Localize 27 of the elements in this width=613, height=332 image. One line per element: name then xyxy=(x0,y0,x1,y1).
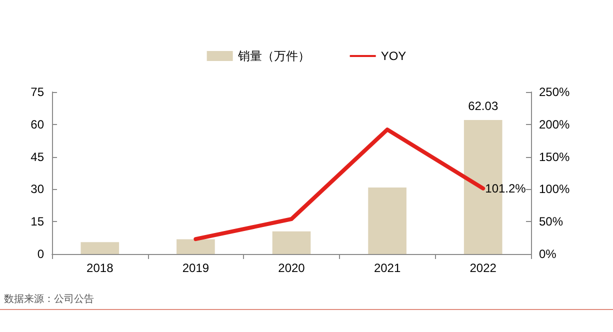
y2-tick-label: 150% xyxy=(539,150,570,164)
bar xyxy=(368,187,406,254)
source-note: 数据来源：公司公告 xyxy=(4,292,94,306)
bar xyxy=(176,239,215,254)
bar xyxy=(272,231,311,254)
y-tick-label: 0 xyxy=(37,247,44,261)
y-tick-label: 75 xyxy=(30,85,44,99)
y-tick-label: 15 xyxy=(30,214,44,229)
y-tick-label: 30 xyxy=(30,182,44,196)
x-tick-label: 2018 xyxy=(86,261,114,275)
x-tick-label: 2019 xyxy=(182,261,210,275)
y2-tick-label: 50% xyxy=(539,214,564,229)
y2-tick-label: 250% xyxy=(539,85,570,99)
y2-tick-label: 200% xyxy=(539,117,570,132)
x-tick-label: 2020 xyxy=(278,261,306,275)
y-tick-label: 45 xyxy=(30,150,44,164)
legend-label: 销量（万件） xyxy=(236,49,310,63)
y2-tick-label: 100% xyxy=(539,182,570,196)
legend-label: YOY xyxy=(380,49,406,63)
data-label: 62.03 xyxy=(468,99,498,114)
y-tick-label: 60 xyxy=(30,117,44,132)
y2-tick-label: 0% xyxy=(539,247,557,261)
line-series xyxy=(194,128,486,242)
x-tick-label: 2021 xyxy=(374,261,401,275)
data-label: 101.2% xyxy=(485,181,526,196)
bar xyxy=(80,242,120,254)
x-tick-label: 2022 xyxy=(470,261,497,275)
